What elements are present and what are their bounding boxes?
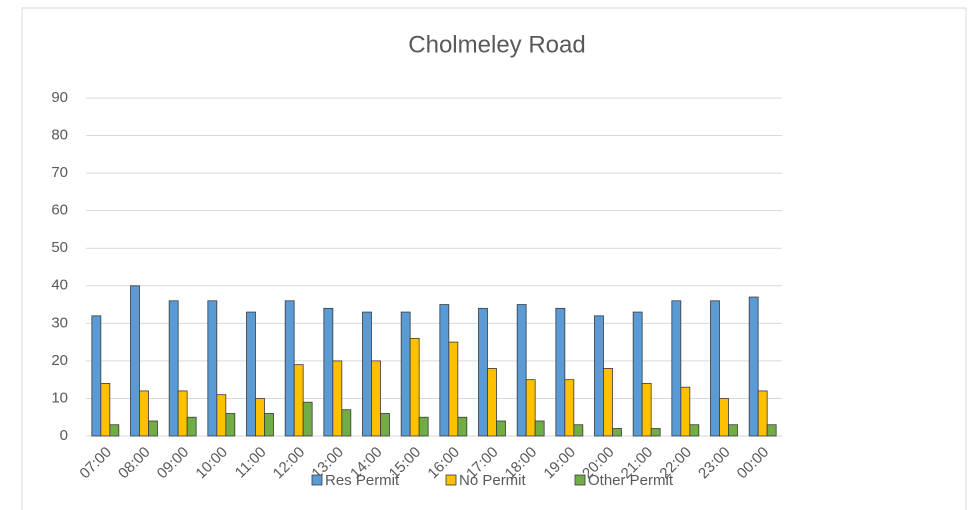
bar [603,367,613,437]
bar [246,311,256,437]
bar [130,285,140,437]
bar [409,337,420,437]
bar [766,424,777,437]
bar [448,341,459,437]
bar [293,364,304,437]
bar [148,420,158,437]
legend-swatch [445,474,457,486]
bar [534,420,545,437]
legend-swatch [311,474,323,486]
bar [418,416,429,437]
bar [689,424,700,437]
bar [439,304,450,437]
bar [323,307,334,437]
y-tick-label: 40 [51,277,68,294]
y-tick-label: 80 [51,127,68,144]
bar [728,424,738,437]
bar [496,420,506,437]
bar [710,300,720,437]
bar [478,307,488,437]
bar [332,360,343,437]
y-tick-label: 0 [60,427,68,444]
bar [168,300,179,437]
bar [255,398,265,437]
bar [380,413,390,437]
legend-label: Other Permit [588,472,674,489]
bar [100,383,111,437]
legend-label: Res Permit [325,472,400,489]
bar [650,428,661,437]
bar [362,311,372,437]
bar [216,394,227,437]
bar [555,307,566,437]
bar [748,296,759,437]
legend-label: No Permit [459,472,527,489]
bar [264,413,274,437]
bar [680,386,691,437]
bar [139,390,149,437]
bar [757,390,768,437]
bar [225,413,236,437]
bar [109,424,120,437]
bar [564,379,575,437]
bar [594,315,604,437]
bar [641,383,652,437]
chart-title: Cholmeley Road [408,31,585,58]
bar [186,416,197,437]
y-tick-label: 60 [51,202,68,219]
bar [371,360,381,437]
bar [457,416,468,437]
bar [671,300,682,437]
bar [177,390,188,437]
y-tick-label: 70 [51,164,68,181]
bar [284,300,295,437]
y-tick-label: 30 [51,314,68,331]
bar [487,367,497,437]
bar [632,311,643,437]
bar [719,398,729,437]
y-tick-label: 20 [51,352,68,369]
bar [516,304,527,437]
bar [612,428,622,437]
bar [91,315,102,437]
bar [525,379,536,437]
y-tick-label: 90 [51,89,68,106]
y-tick-label: 50 [51,239,68,256]
bar [207,300,218,437]
bar [573,424,584,437]
bar [341,409,352,437]
bar [400,311,411,437]
y-tick-label: 10 [51,389,68,406]
bar [302,401,313,437]
legend-swatch [574,474,586,486]
